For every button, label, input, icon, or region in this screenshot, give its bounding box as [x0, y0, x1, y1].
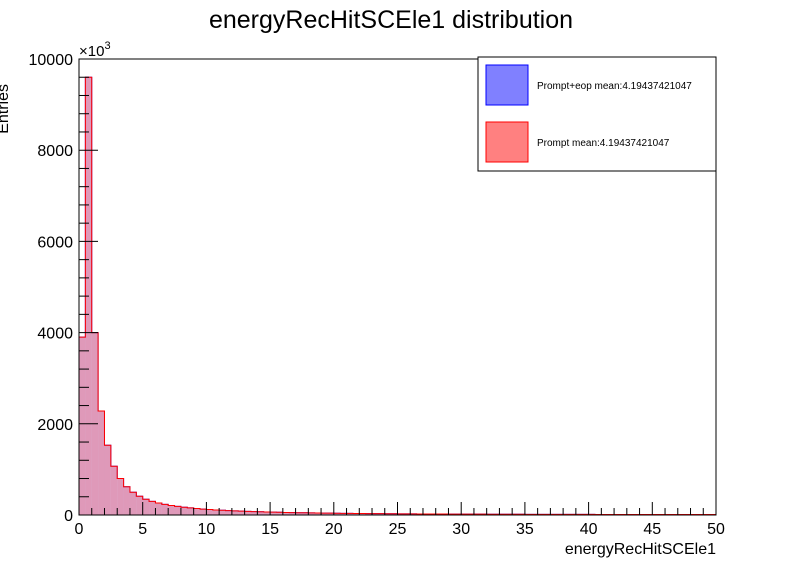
histogram-bar — [257, 511, 264, 515]
histogram-bar — [123, 486, 130, 515]
y-tick-label: 2000 — [37, 417, 73, 434]
histogram-bar — [416, 513, 423, 515]
histogram-bar — [403, 513, 411, 515]
histogram-bar — [301, 512, 309, 515]
y-tick-label: 6000 — [37, 234, 73, 251]
x-tick-label: 40 — [580, 521, 598, 538]
x-tick-label: 10 — [198, 521, 216, 538]
histogram-bar — [136, 496, 143, 515]
histogram-bar — [129, 492, 137, 515]
histogram-bar — [384, 513, 392, 515]
histogram-bar — [206, 509, 213, 515]
x-tick-label: 25 — [389, 521, 407, 538]
y-axis-multiplier-base: ×10 — [79, 43, 104, 60]
histogram-bar — [263, 511, 271, 515]
histogram-bar — [429, 513, 436, 515]
histogram-bar — [238, 511, 245, 515]
histogram-bar — [276, 512, 283, 515]
histogram-bar — [225, 510, 232, 515]
histogram-bar — [391, 513, 398, 515]
histogram-bar — [397, 513, 404, 515]
histogram-bar — [333, 513, 341, 515]
y-axis-multiplier: ×103 — [79, 40, 111, 60]
y-tick-label: 8000 — [37, 143, 73, 160]
histogram-bar — [187, 507, 194, 515]
y-tick-label: 4000 — [37, 326, 73, 343]
histogram-bar — [372, 513, 379, 515]
histogram-bar — [161, 504, 169, 515]
histogram-bar — [270, 512, 277, 515]
histogram-bar — [314, 512, 322, 515]
histogram-bar — [219, 510, 226, 515]
histogram-bar — [149, 501, 156, 515]
histogram-bar — [200, 509, 207, 515]
histogram-bar — [308, 512, 315, 515]
x-tick-label: 30 — [452, 521, 470, 538]
x-tick-label: 50 — [707, 521, 725, 538]
histogram-bar — [98, 411, 105, 515]
histogram-bar — [180, 507, 188, 515]
x-tick-label: 5 — [138, 521, 147, 538]
histogram-bar — [422, 513, 430, 515]
histogram-bar — [295, 512, 302, 515]
histogram-bar — [250, 511, 258, 515]
legend: Prompt+eop mean:4.19437421047 Prompt mean… — [477, 56, 717, 172]
histogram-bar — [212, 509, 220, 515]
legend-swatch — [485, 121, 529, 163]
y-axis-multiplier-exponent: 3 — [104, 40, 110, 52]
histogram-bar — [289, 512, 296, 515]
histogram-bar — [79, 337, 86, 515]
histogram-bar — [142, 499, 150, 515]
legend-label: Prompt mean:4.19437421047 — [537, 138, 670, 149]
x-tick-label: 45 — [643, 521, 661, 538]
x-tick-label: 35 — [516, 521, 534, 538]
histogram-bar — [168, 505, 175, 515]
histogram-bar — [104, 445, 111, 515]
histogram-bar — [117, 478, 124, 515]
histogram-bar — [244, 511, 251, 515]
histogram-bar — [282, 512, 290, 515]
histogram-bar — [327, 513, 334, 515]
histogram-bar — [174, 506, 181, 515]
x-tick-label: 0 — [75, 521, 84, 538]
histogram-bar — [352, 513, 360, 515]
x-axis-label: energyRecHitSCEle1 — [565, 541, 716, 558]
legend-label: Prompt+eop mean:4.19437421047 — [537, 81, 692, 92]
histogram-bar — [231, 510, 239, 515]
histogram-bar — [110, 466, 118, 515]
x-tick-label: 15 — [261, 521, 279, 538]
chart-title: energyRecHitSCEle1 distribution — [209, 6, 573, 34]
histogram-bar — [359, 513, 366, 515]
x-tick-label: 20 — [325, 521, 343, 538]
histogram-bar — [321, 513, 328, 515]
histogram-bar — [365, 513, 373, 515]
legend-swatch — [485, 64, 529, 106]
y-tick-label: 10000 — [29, 52, 74, 69]
histogram-bar — [410, 513, 417, 515]
histogram-bar — [378, 513, 385, 515]
histogram-bar — [340, 513, 347, 515]
histogram-bar — [155, 503, 162, 515]
y-axis-label: Entries — [0, 84, 12, 134]
y-tick-label: 0 — [64, 508, 73, 525]
histogram-bar — [346, 513, 353, 515]
histogram-bar — [193, 508, 201, 515]
